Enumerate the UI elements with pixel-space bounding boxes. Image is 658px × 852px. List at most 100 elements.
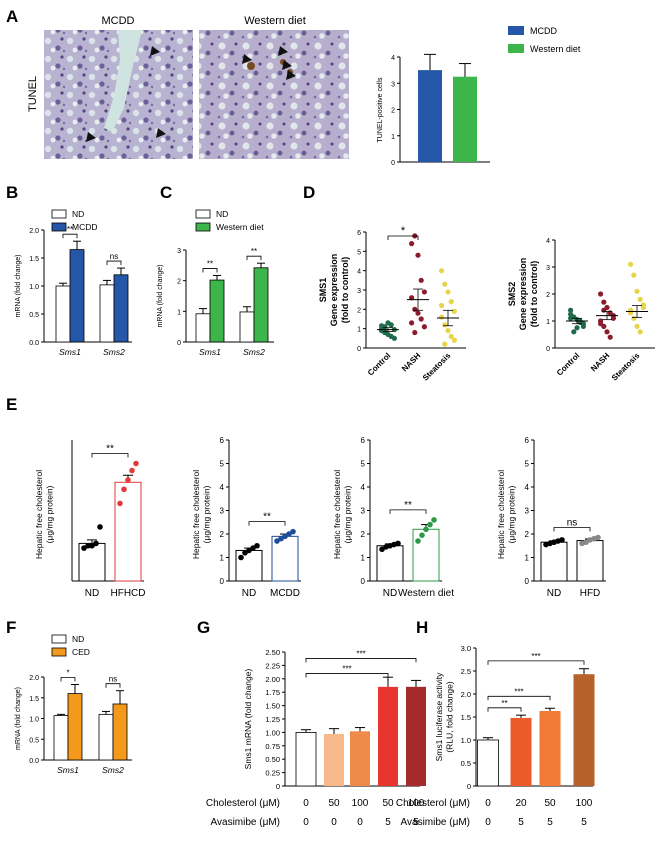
bar-hfd (576, 540, 604, 582)
bar-nd (53, 715, 69, 761)
y-tick-label: 4 (357, 269, 361, 276)
bar-western-diet (253, 267, 269, 343)
y-tick-label: 6 (357, 230, 361, 237)
x-category-label: HFHCD (111, 588, 146, 599)
img-title-western: Western diet (244, 15, 306, 27)
bar (539, 711, 561, 786)
y-axis-label: Sms1 mRNA (fold change) (243, 669, 253, 770)
panel-letter: F (6, 618, 16, 637)
row-label: Avasimibe (μM) (401, 817, 470, 828)
significance-bracket (105, 683, 121, 688)
significance-bracket (487, 660, 585, 665)
bar-western-diet (412, 528, 440, 582)
data-point (427, 521, 433, 528)
x-category-label: Sms2 (102, 765, 124, 775)
charts: 0 1 2 3 4 TUNEL-positive cells MCDD Western die… (6, 26, 655, 828)
data-point (640, 302, 647, 308)
y-tick-label: 0 (546, 346, 550, 353)
data-point (238, 554, 244, 561)
data-point (442, 341, 448, 347)
y-tick-label: 6 (525, 436, 530, 445)
significance-bracket (389, 509, 427, 514)
y-tick-label: 1.50 (265, 702, 280, 711)
arrowhead-icon (150, 46, 160, 56)
y-axis-label: Gene expression (518, 258, 528, 331)
chart-e4: 0 1 2 3 4 5 6 Hepatic free cholesterol (μg/mg pr… (496, 436, 606, 599)
data-point (631, 315, 637, 321)
legend-swatch (51, 647, 67, 657)
y-tick-label: 0 (361, 577, 366, 586)
chart-e2: 0 1 2 3 4 5 6 Hepatic free cholesterol (μg/mg pr… (191, 436, 301, 599)
legend-label: Western diet (530, 44, 581, 54)
data-point (133, 460, 139, 467)
data-point (421, 289, 427, 295)
row-value: 50 (544, 798, 556, 809)
row-value: 0 (485, 817, 491, 828)
y-axis-label: Hepatic free cholesterol (332, 470, 342, 559)
x-category-label: HFD (580, 588, 601, 599)
significance-bracket (487, 695, 551, 701)
y-tick-label: 3 (357, 288, 361, 295)
y-tick-label: 4 (361, 483, 366, 492)
y-tick-label: 2.0 (461, 690, 471, 699)
x-category-label: ND (547, 588, 561, 599)
y-tick-label: 2 (391, 108, 395, 115)
data-point (445, 289, 451, 295)
bar-mcdd (271, 535, 299, 582)
bar-nd (239, 311, 255, 343)
data-point (121, 486, 127, 493)
data-point (85, 542, 91, 549)
panel-letter: E (6, 395, 17, 414)
row-value: 5 (385, 817, 391, 828)
y-tick-label: 4 (391, 55, 395, 62)
row-value: 100 (408, 798, 425, 809)
data-point (93, 540, 99, 547)
y-tick-label: 0.5 (29, 737, 39, 744)
y-tick-label: 3 (361, 507, 366, 516)
legend-label: ND (72, 209, 84, 219)
data-point (607, 334, 613, 340)
y-tick-label: 5 (361, 460, 366, 469)
data-point (631, 272, 637, 278)
arrowhead-icon (86, 132, 96, 142)
significance-label: ** (251, 247, 257, 256)
data-point (421, 324, 427, 330)
y-tick-label: 1.25 (265, 715, 280, 724)
bar-ced (67, 693, 83, 761)
y-tick-label: 1.5 (461, 713, 471, 722)
y-tick-label: 4 (546, 238, 550, 245)
x-category-label: NASH (589, 351, 612, 374)
y-axis-label: (fold to control) (529, 261, 539, 327)
significance-bracket (305, 673, 389, 678)
x-category-label: Sms1 (59, 347, 81, 357)
chart-g: G 0 0.25 0.50 0.75 1.00 1.25 1.50 1.75 2.00 2.25 2.… (197, 618, 426, 828)
y-tick-label: 0.50 (265, 755, 280, 764)
bar (350, 731, 370, 786)
legend-swatch (195, 222, 211, 232)
data-point (448, 333, 454, 339)
y-axis-label: Hepatic free cholesterol (191, 470, 201, 559)
chart-e1: E Hepatic free cholesterol (μg/mg protein)… (6, 395, 146, 599)
significance-label: ** (263, 512, 271, 523)
significance-label: ns (110, 252, 118, 261)
panel-letter: C (160, 183, 172, 202)
bar (378, 686, 398, 786)
chart-b: B 0.0 0.5 1.0 1.5 2.0 mRNA (fold change) ND MCDD… (6, 183, 132, 357)
data-point (604, 329, 610, 335)
y-tick-label: 1.75 (265, 688, 280, 697)
y-axis-label: SMS2 (507, 282, 517, 307)
bar-nd (98, 713, 114, 761)
data-point (574, 325, 580, 331)
y-tick-label: 3.0 (461, 644, 471, 653)
significance-label: ** (106, 444, 114, 455)
significance-label: ns (567, 518, 578, 529)
y-tick-label: 0 (357, 346, 361, 353)
data-point (628, 261, 634, 267)
y-tick-label: 2.00 (265, 675, 280, 684)
y-tick-label: 0 (391, 160, 395, 167)
y-axis-label: TUNEL-positive cells (377, 77, 384, 142)
chart-a-tunel: 0 1 2 3 4 TUNEL-positive cells MCDD Western die… (377, 26, 581, 167)
y-tick-label: 2 (177, 279, 181, 286)
y-tick-label: 0 (220, 577, 225, 586)
significance-label: * (401, 225, 406, 237)
